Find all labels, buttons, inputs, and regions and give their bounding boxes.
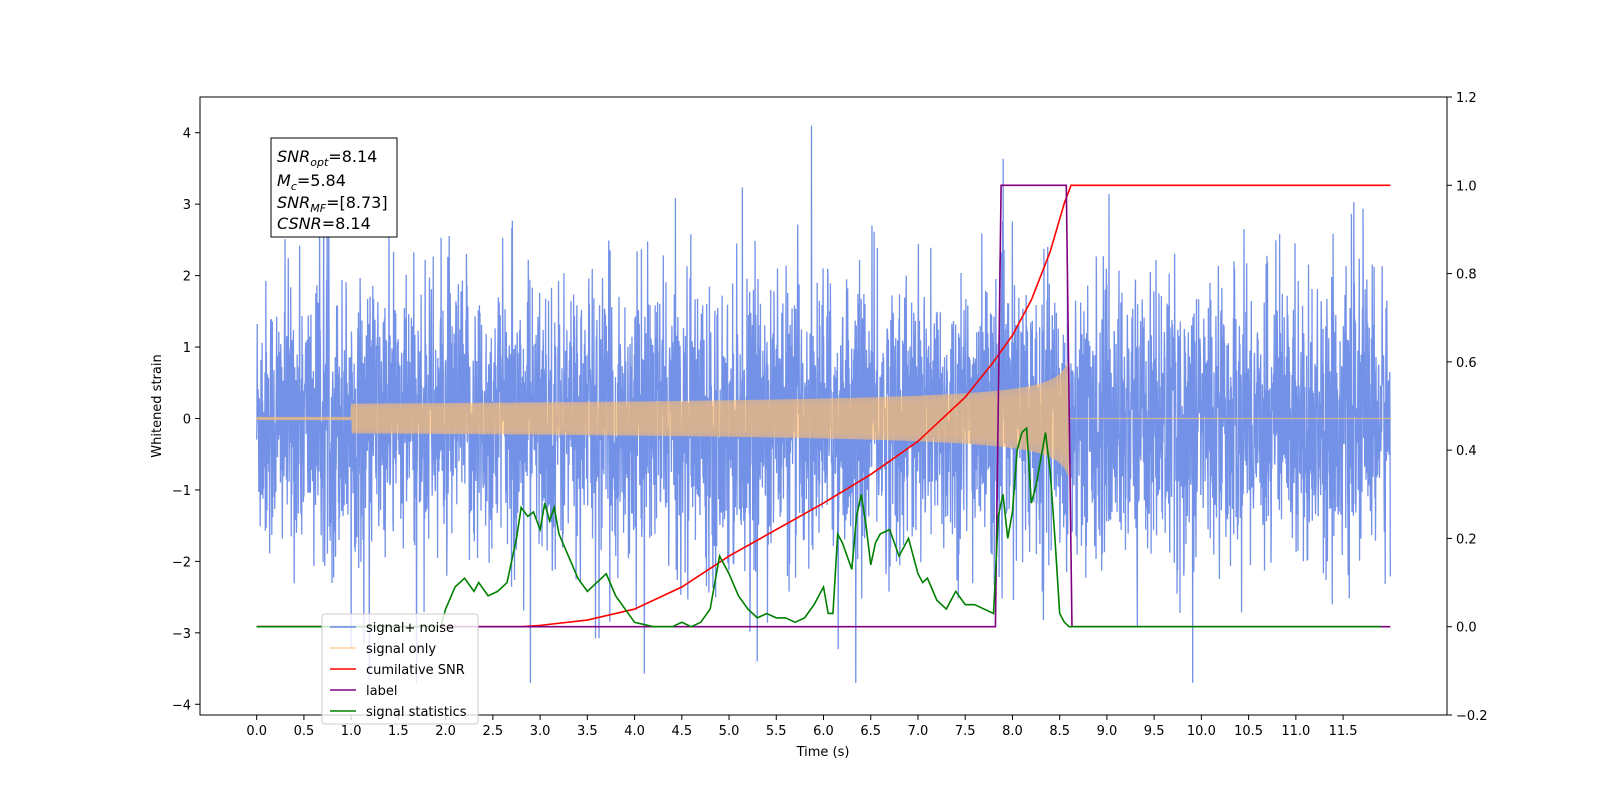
x-tick-label: 11.0: [1281, 724, 1310, 739]
y-tick-label: −3: [172, 627, 191, 642]
y-tick-label: −4: [172, 698, 191, 713]
signal-statistics-line: [256, 426, 1381, 628]
y2-tick-label: 1.2: [1456, 91, 1477, 106]
y-tick-label: 3: [183, 198, 191, 213]
x-tick-label: 5.0: [719, 724, 740, 739]
y2-tick-label: 0.0: [1456, 621, 1477, 636]
legend-label-cumilative-snr: cumilative SNR: [366, 663, 465, 678]
y-tick-label: 0: [183, 413, 191, 428]
x-tick-label: 9.5: [1144, 724, 1165, 739]
mc-value: =5.84: [297, 171, 346, 190]
x-tick-label: 0.0: [246, 724, 267, 739]
x-tick-label: 6.5: [860, 724, 881, 739]
cumilative-snr-line: [256, 184, 1391, 628]
x-tick-label: 5.5: [766, 724, 787, 739]
annotation-box: SNRopt=8.14 Mc=5.84 SNRMF=[8.73] CSNR=8.…: [270, 137, 398, 238]
y2-tick-label: 0.4: [1456, 444, 1477, 459]
svg-text:SNRMF=[8.73]: SNRMF=[8.73]: [277, 193, 388, 215]
svg-text:Mc=5.84: Mc=5.84: [277, 171, 346, 193]
x-axis: 0.0 0.5 1.0 1.5 2.0 2.5 3.0 3.5 4.0 4.5 5.0 5.5 6.0 6…: [246, 715, 1358, 739]
svg-text:SNRopt=8.14: SNRopt=8.14: [277, 147, 377, 169]
y2-tick-label: −0.2: [1456, 709, 1488, 724]
y2-tick-label: 0.2: [1456, 532, 1477, 547]
x-tick-label: 3.0: [530, 724, 551, 739]
x-tick-label: 0.5: [294, 724, 315, 739]
y2-tick-label: 0.8: [1456, 268, 1477, 283]
y-tick-label: −1: [172, 484, 191, 499]
x-tick-label: 4.0: [624, 724, 645, 739]
csnr-value: =8.14: [322, 214, 371, 233]
x-tick-label: 9.0: [1097, 724, 1118, 739]
y2-tick-label: 0.6: [1456, 356, 1477, 371]
x-tick-label: 10.0: [1187, 724, 1216, 739]
signal-noise-line: [256, 125, 1391, 683]
series-layer: [256, 125, 1391, 683]
x-axis-label: Time (s): [796, 745, 850, 760]
y-tick-label: 4: [183, 127, 191, 142]
y-axis-label: Whitened strain: [150, 354, 165, 457]
y-tick-label: 2: [183, 270, 191, 285]
signal-only-line: [256, 361, 1391, 478]
x-tick-label: 1.0: [341, 724, 362, 739]
x-tick-label: 11.5: [1329, 724, 1358, 739]
x-tick-label: 6.0: [813, 724, 834, 739]
legend-box: [321, 613, 479, 725]
svg-text:CSNR=8.14: CSNR=8.14: [277, 214, 371, 233]
x-tick-label: 10.5: [1234, 724, 1263, 739]
y-tick-label: −2: [172, 555, 191, 570]
x-tick-label: 3.5: [577, 724, 598, 739]
snr-opt-value: =8.14: [328, 147, 377, 166]
legend-label-label: label: [366, 684, 397, 699]
x-tick-label: 4.5: [671, 724, 692, 739]
x-tick-label: 2.0: [435, 724, 456, 739]
legend: signal+ noise signal only cumilative SNR la…: [321, 613, 479, 725]
x-tick-label: 1.5: [388, 724, 409, 739]
x-tick-label: 8.0: [1002, 724, 1023, 739]
legend-label-signal-only: signal only: [366, 642, 436, 657]
x-tick-label: 7.5: [955, 724, 976, 739]
snr-mf-value: =[8.73]: [326, 193, 388, 212]
y2-tick-label: 1.0: [1456, 179, 1477, 194]
y-tick-label: 1: [183, 341, 191, 356]
x-tick-label: 7.0: [908, 724, 929, 739]
x-tick-label: 2.5: [483, 724, 504, 739]
legend-label-signal-statistics: signal statistics: [366, 705, 467, 720]
y-axis-left: −4 −3 −2 −1 0 1 2 3 4: [172, 127, 200, 713]
y-axis-right: −0.2 0.0 0.2 0.4 0.6 0.8 1.0 1.2: [1447, 91, 1488, 724]
legend-label-signal-noise: signal+ noise: [366, 621, 454, 636]
x-tick-label: 8.5: [1049, 724, 1070, 739]
